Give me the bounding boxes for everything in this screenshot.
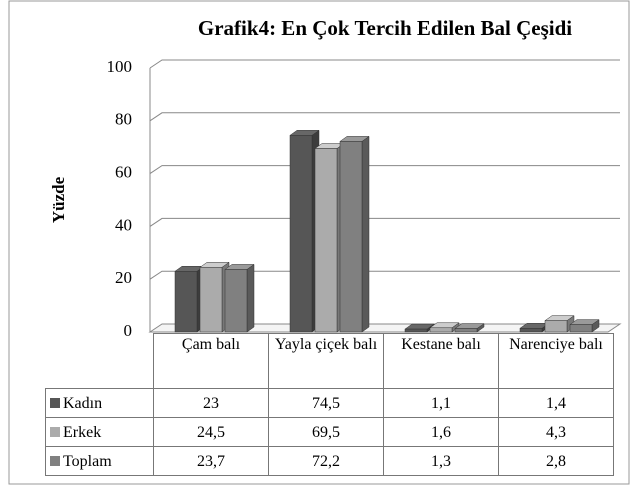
value-label: 69,5 bbox=[268, 417, 384, 447]
value-label: 2,8 bbox=[498, 446, 614, 476]
bar bbox=[199, 267, 223, 333]
value-label: 24,5 bbox=[153, 417, 269, 447]
bar bbox=[224, 269, 248, 333]
bar bbox=[544, 320, 568, 333]
chart-title: Grafik4: En Çok Tercih Edilen Bal Çeşidi bbox=[198, 16, 572, 40]
value-label: 74,5 bbox=[268, 388, 384, 418]
legend-label: Erkek bbox=[63, 423, 102, 441]
value-label: 1,3 bbox=[383, 446, 499, 476]
bar-side bbox=[361, 135, 370, 333]
legend-swatch bbox=[50, 397, 60, 408]
grid-line bbox=[149, 59, 620, 69]
y-axis-label: Yüzde bbox=[49, 176, 68, 223]
legend-label: Toplam bbox=[63, 452, 112, 470]
value-label: 23 bbox=[153, 388, 269, 418]
value-label: 72,2 bbox=[268, 446, 384, 476]
row-header: Erkek bbox=[45, 417, 154, 447]
row-header: Toplam bbox=[45, 446, 154, 476]
value-label: 1,6 bbox=[383, 417, 499, 447]
value-label: 1,4 bbox=[498, 388, 614, 418]
x-tick-label: Yayla çiçek balı bbox=[268, 333, 384, 389]
table-row: Toplam 23,7 72,2 1,3 2,8 bbox=[45, 446, 614, 476]
legend-swatch bbox=[50, 455, 60, 466]
row-header: Kadın bbox=[45, 388, 154, 418]
bar bbox=[339, 141, 363, 333]
y-tick-label: 0 bbox=[124, 321, 133, 340]
corner bbox=[45, 333, 154, 389]
y-tick-label: 60 bbox=[115, 163, 132, 182]
x-tick-label: Narenciye balı bbox=[498, 333, 614, 389]
x-tick-label: Kestane balı bbox=[383, 333, 499, 389]
grid-line bbox=[149, 165, 620, 175]
value-label: 1,1 bbox=[383, 388, 499, 418]
value-label: 23,7 bbox=[153, 446, 269, 476]
bar bbox=[289, 135, 313, 333]
frame bbox=[8, 0, 630, 485]
grid-line bbox=[149, 112, 620, 122]
y-tick-label: 40 bbox=[115, 215, 132, 234]
bar bbox=[519, 328, 543, 333]
bar bbox=[404, 328, 428, 333]
bar bbox=[569, 324, 593, 333]
y-tick-label: 20 bbox=[115, 268, 132, 287]
bar bbox=[454, 328, 478, 333]
x-tick-label: Çam balı bbox=[153, 333, 269, 389]
bar bbox=[174, 271, 198, 333]
grid-line bbox=[149, 270, 620, 280]
table-row: Erkek 24,5 69,5 1,6 4,3 bbox=[45, 417, 614, 447]
bar bbox=[429, 327, 453, 333]
grid-line bbox=[149, 217, 620, 227]
value-label: 4,3 bbox=[498, 417, 614, 447]
legend-swatch bbox=[50, 426, 60, 437]
data-table: Çam balı Yayla çiçek balı Kestane balı Nare… bbox=[45, 333, 614, 476]
header-row: Çam balı Yayla çiçek balı Kestane balı Nare… bbox=[45, 333, 614, 389]
legend-label: Kadın bbox=[63, 394, 103, 412]
bar bbox=[314, 148, 338, 333]
y-tick-label: 80 bbox=[115, 110, 132, 129]
y-tick-label: 100 bbox=[107, 57, 133, 76]
bar-side bbox=[246, 263, 255, 333]
table-row: Kadın 23 74,5 1,1 1,4 bbox=[45, 388, 614, 418]
